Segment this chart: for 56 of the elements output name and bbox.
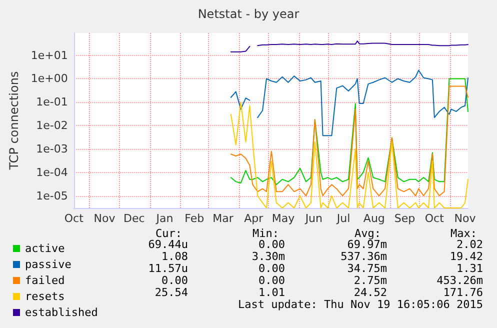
text: 0.00 — [162, 274, 188, 287]
line-series — [230, 86, 468, 196]
x-tick-label: Oct — [64, 212, 84, 225]
text: 69.44u — [148, 238, 188, 251]
text: 1.01 — [258, 286, 285, 299]
legend-label: passive — [25, 258, 72, 271]
x-tick-label: Sep — [394, 212, 416, 225]
text: 453.26m — [436, 274, 483, 287]
text: 0.00 — [258, 274, 285, 287]
text: 537.36m — [340, 250, 387, 263]
text: 1.08 — [162, 250, 188, 263]
x-tick-label: Oct — [424, 212, 445, 225]
y-tick-label: 1e+01 — [30, 48, 68, 62]
text: Avg: — [354, 227, 381, 240]
text: 0.00 — [258, 262, 285, 275]
text: 69.97m — [347, 238, 387, 251]
legend-label: active — [25, 242, 65, 255]
text: 34.75m — [347, 262, 387, 275]
text: 25.54 — [154, 286, 188, 299]
x-tick-label: Jul — [336, 212, 350, 225]
text: 11.57u — [148, 262, 188, 275]
y-tick-label: 1e-02 — [36, 119, 68, 132]
y-tick-label: 1e-05 — [36, 189, 68, 202]
x-tick-label: Mar — [212, 212, 234, 225]
legend-label: resets — [25, 290, 65, 303]
text: 0.00 — [258, 238, 285, 251]
x-tick-label: Feb — [184, 212, 204, 225]
y-tick-label: 1e-01 — [36, 96, 68, 109]
y-tick-label: 1e+00 — [30, 72, 68, 86]
x-tick-label: Nov — [454, 212, 476, 225]
x-tick-label: Dec — [123, 212, 145, 225]
line-series — [230, 78, 468, 186]
y-tick-label: 1e-04 — [36, 166, 68, 179]
legend-label: failed — [25, 274, 65, 287]
x-tick-label: Aug — [363, 212, 385, 225]
legend-label: established — [25, 306, 98, 319]
x-tick-label: Jan — [155, 212, 174, 225]
text: Max: — [450, 227, 477, 240]
text: Cur: — [156, 227, 182, 240]
line-series — [230, 102, 468, 208]
x-tick-label: May — [272, 212, 296, 225]
text: 171.76 — [443, 286, 483, 299]
text: 1.31 — [456, 262, 483, 275]
text: 2.75m — [354, 274, 387, 287]
text: 3.30m — [252, 250, 285, 263]
x-tick-label: Nov — [94, 212, 116, 225]
text: 19.42 — [450, 250, 483, 263]
text: 2.02 — [456, 238, 483, 251]
x-tick-label: Apr — [244, 212, 264, 225]
y-tick-label: 1e-03 — [36, 142, 68, 156]
text: Last update: Thu Nov 19 16:05:06 2015 — [238, 298, 483, 311]
chart-title: Netstat - by year — [198, 7, 300, 21]
y-axis-title: TCP connections — [7, 71, 21, 171]
text: Min: — [252, 227, 279, 240]
x-tick-label: Jun — [304, 212, 323, 225]
text: 24.52 — [354, 286, 387, 299]
